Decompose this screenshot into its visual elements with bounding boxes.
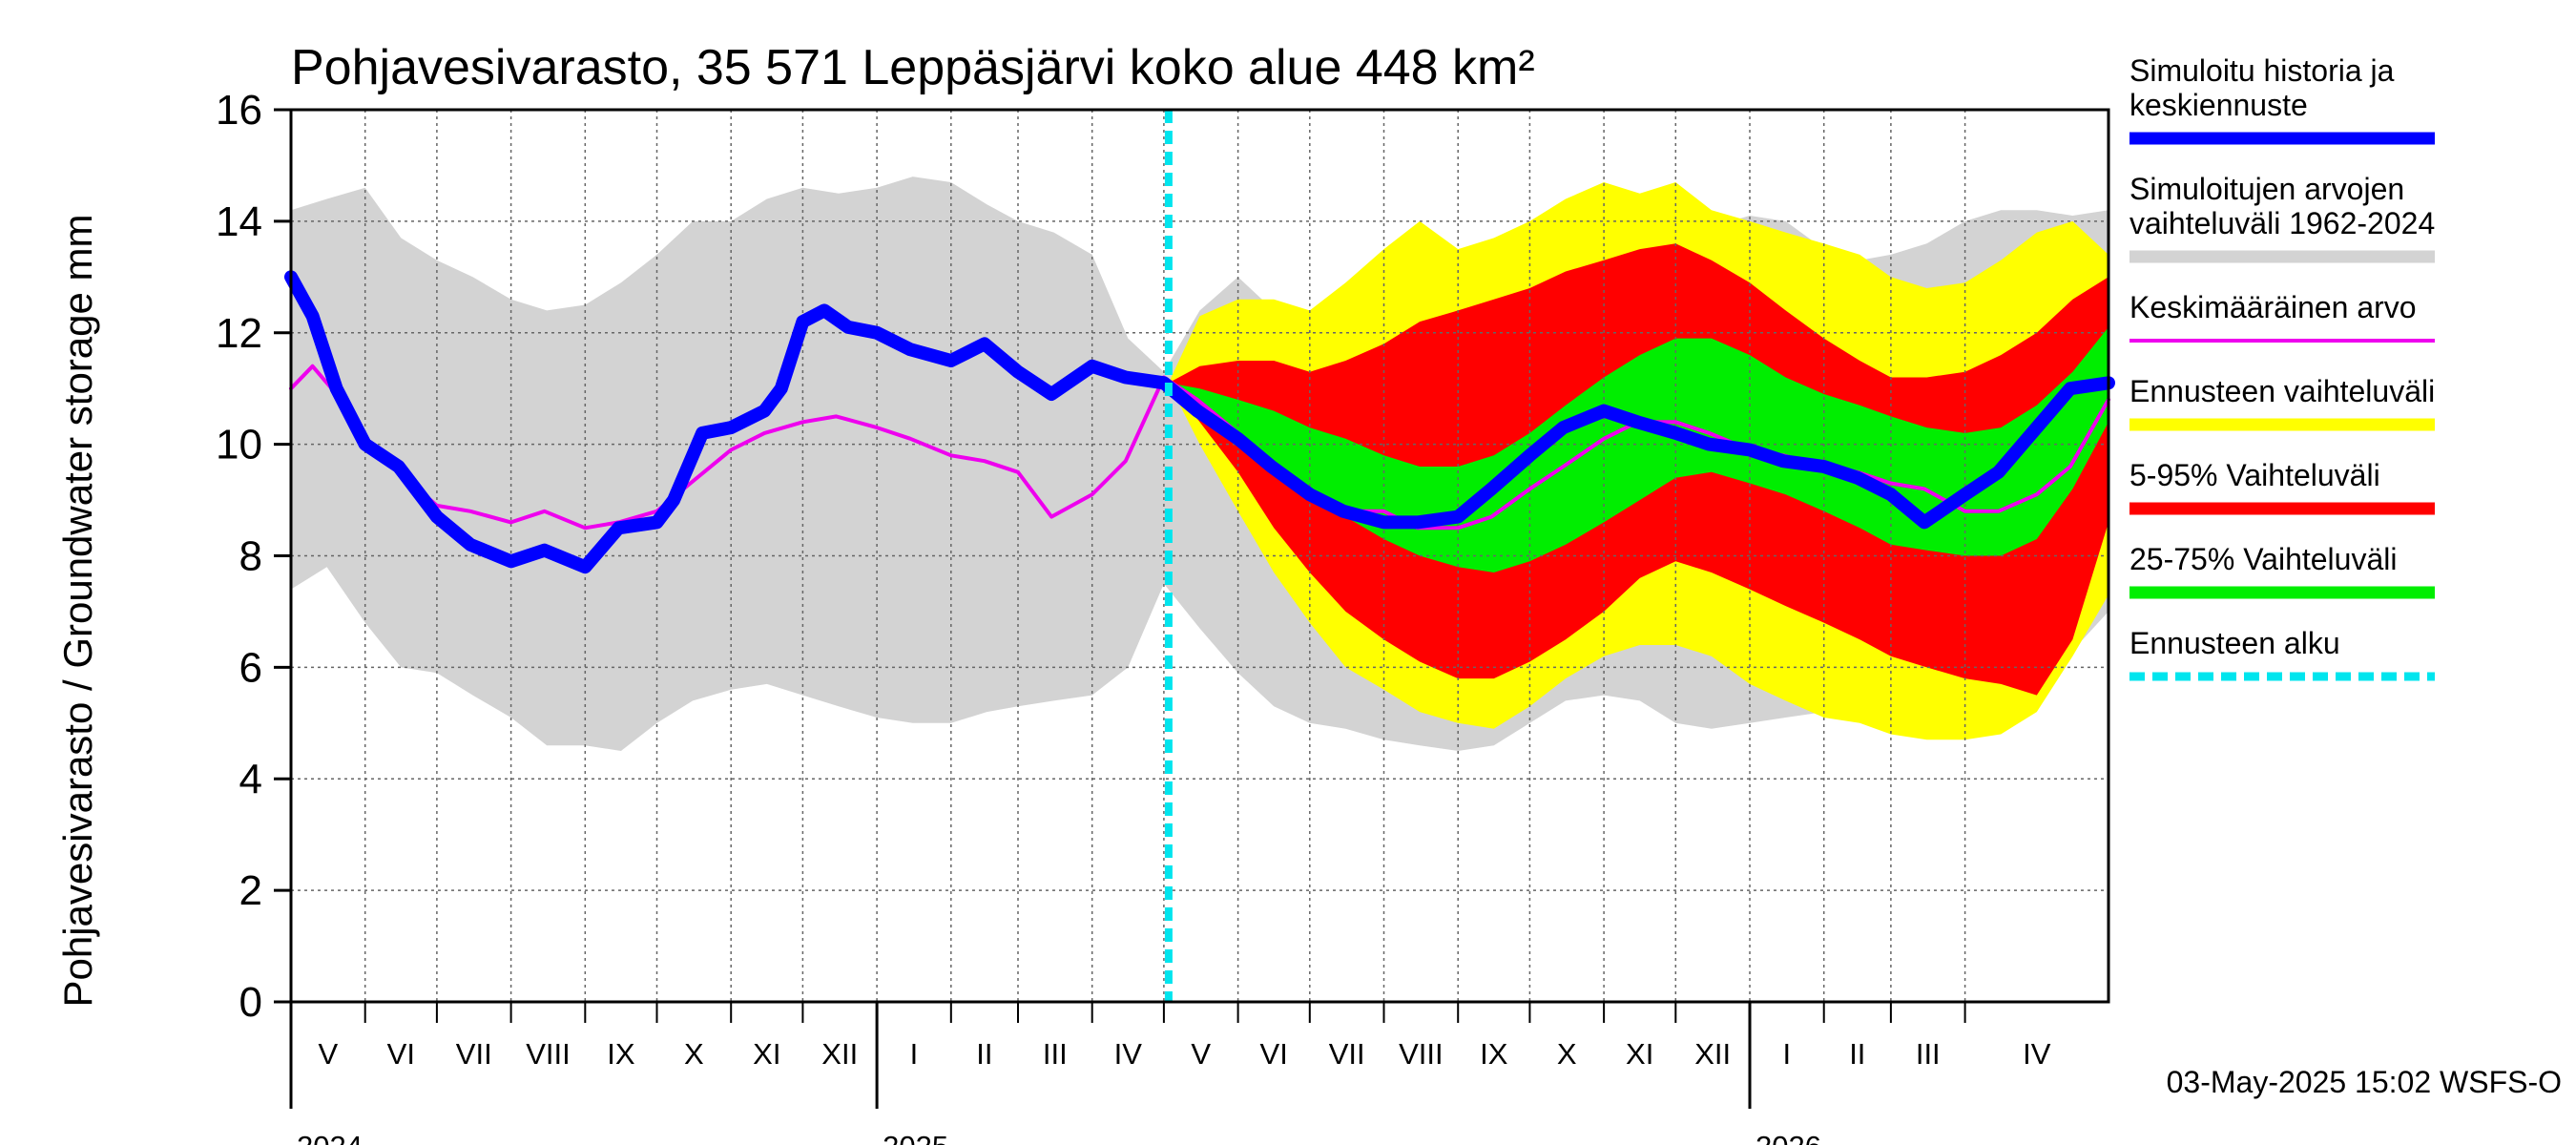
legend-label: 5-95% Vaihteluväli [2129, 458, 2380, 492]
y-tick-label: 6 [239, 644, 262, 691]
legend-item: Ennusteen vaihteluväli [2129, 374, 2435, 431]
month-label: XI [1626, 1037, 1653, 1071]
month-label: V [319, 1037, 339, 1071]
legend: Simuloitu historia jakeskiennusteSimuloi… [2129, 53, 2435, 681]
y-tick-label: 2 [239, 867, 262, 914]
month-label: IV [2023, 1037, 2051, 1071]
month-label: VII [1329, 1037, 1365, 1071]
month-label: I [910, 1037, 919, 1071]
month-label: VI [1260, 1037, 1288, 1071]
legend-item: 5-95% Vaihteluväli [2129, 458, 2435, 515]
month-label: IX [1480, 1037, 1508, 1071]
y-tick-label: 4 [239, 756, 262, 802]
month-label: V [1191, 1037, 1211, 1071]
month-label: IX [607, 1037, 635, 1071]
year-label: 2026 [1755, 1130, 1821, 1145]
y-tick-label: 12 [216, 310, 262, 357]
legend-label: Simuloitujen arvojen [2129, 172, 2404, 206]
legend-label: keskiennuste [2129, 88, 2308, 122]
y-tick-label: 16 [216, 87, 262, 134]
legend-item: Keskimääräinen arvo [2129, 290, 2435, 343]
month-label: XII [821, 1037, 858, 1071]
forecast-band-3 [1168, 326, 2109, 572]
simulated-history-line [284, 270, 2115, 574]
month-label: II [1849, 1037, 1865, 1071]
legend-item: Ennusteen alku [2129, 626, 2435, 681]
y-axis-title: Pohjavesivarasto / Groundwater storage m… [55, 214, 100, 1007]
y-tick-label: 14 [216, 198, 262, 245]
month-label: X [684, 1037, 704, 1071]
month-label: IV [1114, 1037, 1143, 1071]
month-label: III [1916, 1037, 1941, 1071]
legend-label: Keskimääräinen arvo [2129, 290, 2417, 324]
month-label: VI [387, 1037, 415, 1071]
month-label: X [1557, 1037, 1577, 1071]
month-label: III [1043, 1037, 1068, 1071]
month-label: II [976, 1037, 992, 1071]
plot-area [284, 110, 2115, 1002]
timestamp-footer: 03-May-2025 15:02 WSFS-O [2167, 1065, 2562, 1099]
month-label: VII [456, 1037, 492, 1071]
legend-label: 25-75% Vaihteluväli [2129, 542, 2397, 576]
legend-label: Simuloitu historia ja [2129, 53, 2395, 88]
month-label: XI [753, 1037, 780, 1071]
y-tick-label: 0 [239, 979, 262, 1026]
chart-title: Pohjavesivarasto, 35 571 Leppäsjärvi kok… [291, 40, 1535, 95]
year-label: 2024 [297, 1130, 363, 1145]
y-tick-label: 8 [239, 533, 262, 580]
legend-label: Ennusteen vaihteluväli [2129, 374, 2435, 408]
legend-item: 25-75% Vaihteluväli [2129, 542, 2435, 599]
legend-label: vaihteluväli 1962-2024 [2129, 206, 2435, 240]
month-label: VIII [526, 1037, 571, 1071]
legend-label: Ennusteen alku [2129, 626, 2340, 660]
month-label: VIII [1399, 1037, 1444, 1071]
year-label: 2025 [883, 1130, 948, 1145]
month-label: XII [1694, 1037, 1731, 1071]
y-tick-label: 10 [216, 422, 262, 468]
month-label: I [1783, 1037, 1792, 1071]
